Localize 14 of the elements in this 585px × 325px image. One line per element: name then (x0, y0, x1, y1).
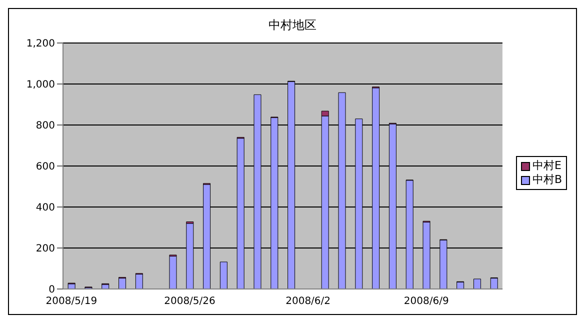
x-tick-label: 2008/6/9 (404, 296, 449, 308)
x-tick-label: 2008/5/26 (164, 296, 216, 308)
chart-title: 中村地区 (268, 17, 318, 34)
y-tick-label: 600 (36, 162, 55, 173)
y-tick-label: 1,000 (26, 80, 55, 91)
legend-label: 中村B (532, 173, 562, 187)
y-tick-label: 800 (36, 120, 55, 132)
x-tick-label: 2008/6/2 (286, 296, 331, 308)
legend-label: 中村E (532, 159, 562, 173)
y-tick-label: 200 (36, 244, 55, 255)
y-tick-label: 0 (48, 284, 55, 296)
x-tick-label: 2008/5/19 (46, 296, 98, 308)
y-tick-label: 1,200 (26, 38, 55, 50)
y-tick-label: 400 (36, 202, 55, 214)
